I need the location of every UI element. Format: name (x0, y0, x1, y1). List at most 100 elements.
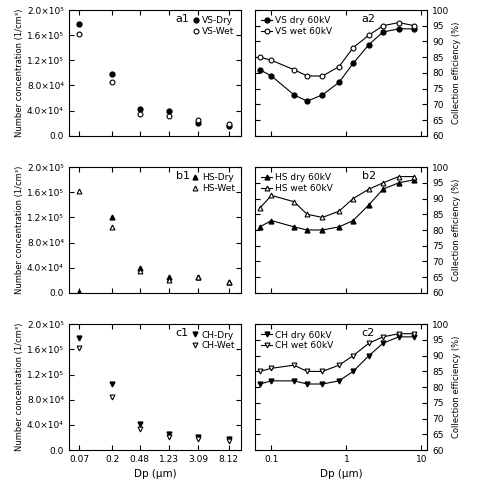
Line: VS wet 60kV: VS wet 60kV (257, 20, 417, 78)
VS-Wet (226, 122, 232, 128)
VS wet 60kV (411, 22, 417, 28)
HS-Wet (137, 268, 143, 274)
HS-Wet (195, 274, 201, 280)
CH wet 60kV (380, 334, 386, 340)
CH-Wet (77, 345, 82, 351)
Line: HS wet 60kV: HS wet 60kV (257, 174, 417, 220)
HS-Dry (226, 278, 232, 284)
Text: c1: c1 (176, 328, 189, 338)
Line: HS-Dry: HS-Dry (77, 215, 231, 294)
VS dry 60kV (291, 92, 297, 98)
HS wet 60kV (411, 174, 417, 180)
VS dry 60kV (350, 60, 356, 66)
HS-Wet (109, 224, 115, 230)
Legend: HS-Dry, HS-Wet: HS-Dry, HS-Wet (190, 172, 237, 194)
VS dry 60kV (304, 98, 310, 104)
HS-Dry (77, 288, 82, 294)
HS dry 60kV (304, 227, 310, 233)
CH-Dry (109, 381, 115, 387)
CH dry 60kV (366, 352, 372, 358)
X-axis label: Dp (μm): Dp (μm) (320, 470, 362, 480)
VS dry 60kV (411, 26, 417, 32)
Line: CH-Wet: CH-Wet (77, 346, 231, 443)
VS-Wet (77, 31, 82, 37)
CH dry 60kV (257, 381, 263, 387)
CH-Wet (109, 394, 115, 400)
VS wet 60kV (269, 58, 274, 64)
HS dry 60kV (366, 202, 372, 208)
CH-Dry (137, 420, 143, 426)
HS-Dry (195, 274, 201, 280)
HS-Wet (77, 188, 82, 194)
VS dry 60kV (269, 73, 274, 79)
VS-Dry (195, 120, 201, 126)
HS-Wet (226, 278, 232, 284)
Line: CH dry 60kV: CH dry 60kV (257, 334, 417, 386)
CH-Dry (195, 434, 201, 440)
VS wet 60kV (366, 32, 372, 38)
HS wet 60kV (396, 174, 402, 180)
Y-axis label: Number concentration (1/cm³): Number concentration (1/cm³) (15, 166, 24, 294)
Y-axis label: Collection efficiency (%): Collection efficiency (%) (452, 179, 461, 281)
Text: b2: b2 (362, 171, 376, 181)
VS wet 60kV (350, 44, 356, 51)
HS dry 60kV (291, 224, 297, 230)
Legend: CH-Dry, CH-Wet: CH-Dry, CH-Wet (190, 329, 237, 352)
VS wet 60kV (291, 66, 297, 72)
CH dry 60kV (336, 378, 342, 384)
HS-Dry (137, 264, 143, 270)
Y-axis label: Number concentration (1/cm³): Number concentration (1/cm³) (15, 323, 24, 452)
Line: VS-Dry: VS-Dry (77, 22, 231, 128)
HS dry 60kV (411, 176, 417, 182)
HS wet 60kV (269, 192, 274, 198)
CH dry 60kV (291, 378, 297, 384)
VS-Dry (137, 106, 143, 112)
Y-axis label: Collection efficiency (%): Collection efficiency (%) (452, 336, 461, 438)
VS dry 60kV (257, 66, 263, 72)
VS-Wet (166, 112, 172, 118)
CH wet 60kV (411, 330, 417, 336)
CH dry 60kV (304, 381, 310, 387)
Legend: VS dry 60kV, VS wet 60kV: VS dry 60kV, VS wet 60kV (259, 14, 334, 38)
VS wet 60kV (320, 73, 326, 79)
CH wet 60kV (396, 330, 402, 336)
CH-Wet (166, 434, 172, 440)
VS wet 60kV (380, 22, 386, 28)
HS dry 60kV (269, 218, 274, 224)
CH wet 60kV (291, 362, 297, 368)
CH wet 60kV (350, 352, 356, 358)
Text: a2: a2 (362, 14, 376, 24)
VS-Wet (195, 117, 201, 123)
CH wet 60kV (304, 368, 310, 374)
HS wet 60kV (257, 205, 263, 211)
HS-Dry (166, 274, 172, 280)
HS dry 60kV (336, 224, 342, 230)
CH dry 60kV (269, 378, 274, 384)
Y-axis label: Collection efficiency (%): Collection efficiency (%) (452, 22, 461, 124)
Line: CH-Dry: CH-Dry (77, 336, 231, 441)
Y-axis label: Number concentration (1/cm³): Number concentration (1/cm³) (15, 8, 24, 137)
CH-Dry (226, 436, 232, 442)
VS-Dry (166, 108, 172, 114)
CH-Wet (226, 438, 232, 444)
HS wet 60kV (336, 208, 342, 214)
VS dry 60kV (380, 29, 386, 35)
VS-Dry (77, 21, 82, 27)
HS wet 60kV (380, 180, 386, 186)
VS wet 60kV (336, 64, 342, 70)
VS-Wet (109, 78, 115, 84)
Legend: CH dry 60kV, CH wet 60kV: CH dry 60kV, CH wet 60kV (259, 329, 335, 352)
VS-Dry (226, 124, 232, 130)
CH dry 60kV (411, 334, 417, 340)
HS dry 60kV (380, 186, 386, 192)
HS dry 60kV (350, 218, 356, 224)
HS wet 60kV (366, 186, 372, 192)
VS dry 60kV (366, 42, 372, 48)
CH wet 60kV (257, 368, 263, 374)
Legend: HS dry 60kV, HS wet 60kV: HS dry 60kV, HS wet 60kV (259, 172, 334, 194)
Text: c2: c2 (362, 328, 375, 338)
HS dry 60kV (257, 224, 263, 230)
VS wet 60kV (396, 20, 402, 26)
HS-Dry (109, 214, 115, 220)
CH-Wet (195, 436, 201, 442)
